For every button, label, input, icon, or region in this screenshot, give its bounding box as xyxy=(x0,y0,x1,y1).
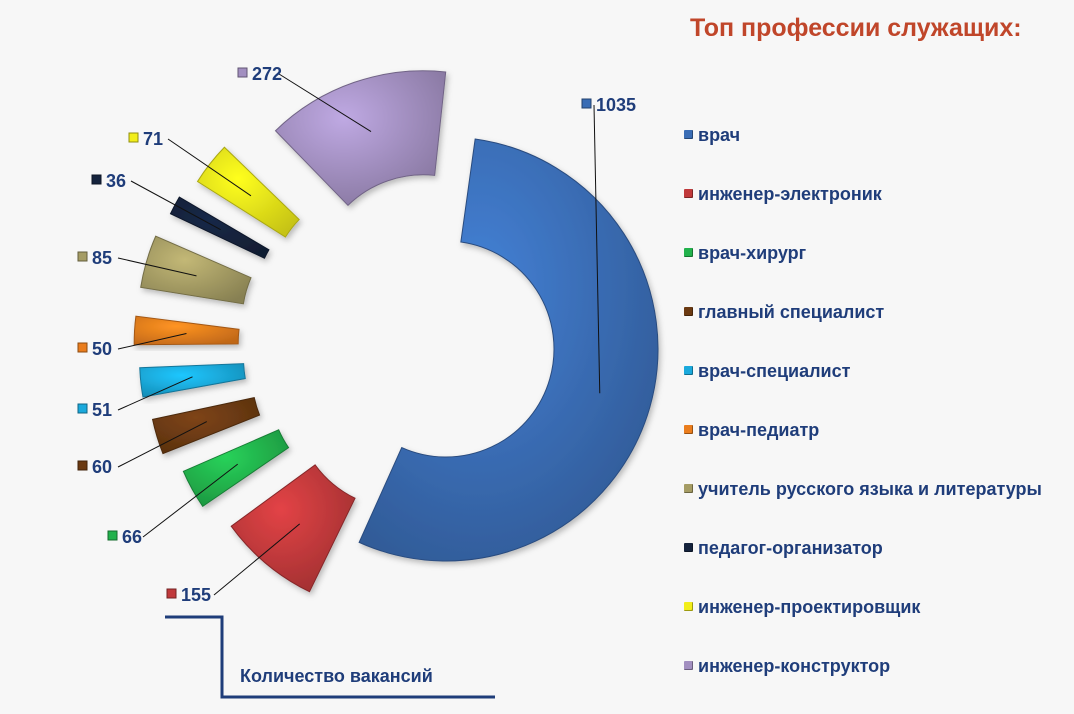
value-label-2: 155 xyxy=(181,585,211,605)
value-label-9: 71 xyxy=(143,129,163,149)
value-marker-1 xyxy=(581,98,592,109)
value-label-6: 50 xyxy=(92,339,112,359)
legend-item-1: врач xyxy=(684,105,1042,164)
value-label-8: 36 xyxy=(106,171,126,191)
leader-line-4 xyxy=(117,421,207,468)
legend-label: врач-педиатр xyxy=(698,419,820,440)
legend-label: учитель русского языка и литературы xyxy=(698,478,1042,499)
chart-title: Топ профессии служащих: xyxy=(690,14,1022,42)
footer-bracket xyxy=(165,615,495,699)
legend-label: врач-специалист xyxy=(698,360,851,381)
legend-swatch xyxy=(684,366,693,375)
value-label-3: 66 xyxy=(122,527,142,547)
value-marker-8 xyxy=(91,174,102,185)
slice-5 xyxy=(139,363,246,398)
legend-item-8: педагог-организатор xyxy=(684,518,1042,577)
slice-2 xyxy=(230,464,356,593)
legend-item-5: врач-специалист xyxy=(684,341,1042,400)
value-label-4: 60 xyxy=(92,457,112,477)
legend-item-7: учитель русского языка и литературы xyxy=(684,459,1042,518)
legend-item-10: инженер-конструктор xyxy=(684,636,1042,695)
slice-3 xyxy=(182,429,290,508)
slice-7 xyxy=(140,235,252,305)
legend-item-9: инженер-проектировщик xyxy=(684,577,1042,636)
legend-swatch xyxy=(684,248,693,257)
value-label-7: 85 xyxy=(92,248,112,268)
legend-item-3: врач-хирург xyxy=(684,223,1042,282)
legend-swatch xyxy=(684,307,693,316)
value-marker-4 xyxy=(77,460,88,471)
legend-swatch xyxy=(684,602,693,611)
legend-label: инженер-электроник xyxy=(698,183,882,204)
value-marker-7 xyxy=(77,251,88,262)
value-label-5: 51 xyxy=(92,400,112,420)
leader-line-1 xyxy=(593,104,601,394)
value-label-1: 1035 xyxy=(596,95,636,115)
legend-swatch xyxy=(684,425,693,434)
slice-8 xyxy=(169,196,270,259)
chart-legend: врач инженер-электроник врач-хирург главный… xyxy=(684,105,1042,695)
leader-line-2 xyxy=(213,523,301,596)
slice-9 xyxy=(196,146,300,238)
value-marker-6 xyxy=(77,342,88,353)
value-marker-2 xyxy=(166,588,177,599)
legend-label: врач xyxy=(698,124,741,145)
slice-1 xyxy=(358,138,659,562)
legend-label: инженер-проектировщик xyxy=(698,596,921,617)
slice-4 xyxy=(151,397,261,455)
footer-label: Количество вакансий xyxy=(240,666,433,686)
value-marker-3 xyxy=(107,530,118,541)
legend-swatch xyxy=(684,130,693,139)
legend-label: главный специалист xyxy=(698,301,885,322)
legend-label: инженер-конструктор xyxy=(698,655,891,676)
leader-line-10 xyxy=(278,73,372,132)
value-marker-10 xyxy=(237,67,248,78)
value-marker-5 xyxy=(77,403,88,414)
leader-line-7 xyxy=(117,257,197,277)
legend-item-6: врач-педиатр xyxy=(684,400,1042,459)
legend-swatch xyxy=(684,661,693,670)
leader-line-3 xyxy=(142,463,239,538)
legend-item-4: главный специалист xyxy=(684,282,1042,341)
legend-swatch xyxy=(684,543,693,552)
slice-6 xyxy=(133,315,240,346)
value-marker-9 xyxy=(128,132,139,143)
leader-line-8 xyxy=(130,180,221,231)
legend-label: врач-хирург xyxy=(698,242,807,263)
legend-swatch xyxy=(684,484,693,493)
leader-line-9 xyxy=(167,138,252,197)
slice-10 xyxy=(274,70,447,207)
leader-line-6 xyxy=(117,333,187,350)
value-label-10: 272 xyxy=(252,64,282,84)
legend-item-2: инженер-электроник xyxy=(684,164,1042,223)
legend-label: педагог-организатор xyxy=(698,537,883,558)
leader-line-5 xyxy=(117,376,193,411)
legend-swatch xyxy=(684,189,693,198)
